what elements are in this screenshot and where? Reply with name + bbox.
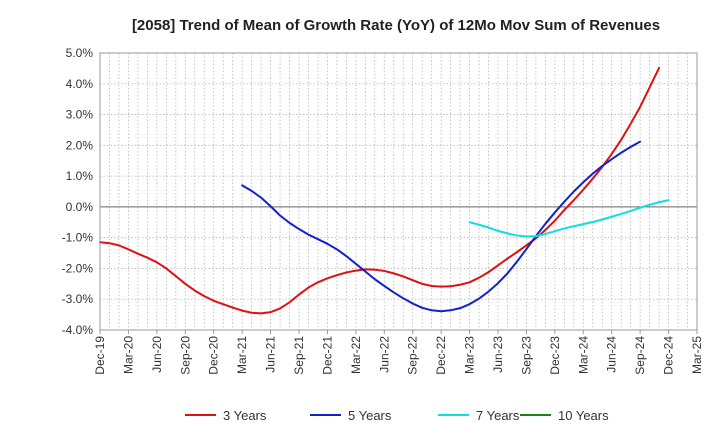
x-axis: Dec-19 Mar-20 Jun-20 Sep-20 Dec-20 Mar-21 Jun-… xyxy=(93,330,704,375)
x-tick-label: Mar-21 xyxy=(235,336,249,374)
grid xyxy=(100,52,697,331)
y-tick-label: 1.0% xyxy=(66,169,94,183)
series-lines xyxy=(99,66,670,315)
y-tick-label: -1.0% xyxy=(62,231,94,245)
x-tick-label: Sep-23 xyxy=(519,336,533,375)
y-tick-label: 5.0% xyxy=(66,46,94,60)
x-tick-label: Sep-24 xyxy=(633,336,647,375)
x-tick-label: Sep-21 xyxy=(292,336,306,375)
y-tick-label: 0.0% xyxy=(66,200,94,214)
x-tick-label: Dec-22 xyxy=(434,336,448,375)
legend-label: 10 Years xyxy=(558,408,609,423)
x-tick-label: Dec-24 xyxy=(662,336,676,375)
legend-item: 3 Years xyxy=(185,408,267,423)
x-tick-label: Jun-23 xyxy=(491,336,505,373)
legend-item: 7 Years xyxy=(438,408,520,423)
x-tick-label: Jun-21 xyxy=(264,336,278,373)
x-tick-label: Dec-20 xyxy=(207,336,221,375)
x-tick-label: Mar-20 xyxy=(121,336,135,374)
y-tick-label: -3.0% xyxy=(62,292,94,306)
legend-item: 5 Years xyxy=(310,408,392,423)
series-line-5-years xyxy=(241,140,642,313)
x-tick-label: Dec-23 xyxy=(548,336,562,375)
x-tick-label: Jun-22 xyxy=(377,336,391,373)
x-tick-label: Jun-24 xyxy=(605,336,619,373)
y-tick-label: 2.0% xyxy=(66,138,94,152)
x-tick-label: Jun-20 xyxy=(150,336,164,373)
legend-item: 10 Years xyxy=(520,408,609,423)
chart-title: [2058] Trend of Mean of Growth Rate (YoY… xyxy=(132,17,660,34)
x-tick-label: Mar-25 xyxy=(690,336,704,374)
x-tick-label: Mar-22 xyxy=(349,336,363,374)
x-tick-label: Sep-20 xyxy=(178,336,192,375)
legend-label: 7 Years xyxy=(476,408,520,423)
x-tick-label: Sep-22 xyxy=(406,336,420,375)
y-axis: 5.0% 4.0% 3.0% 2.0% 1.0% 0.0% -1.0% -2.0% -3.0% -… xyxy=(62,46,94,337)
y-tick-label: 4.0% xyxy=(66,77,94,91)
legend-label: 5 Years xyxy=(348,408,392,423)
x-tick-label: Dec-21 xyxy=(320,336,334,375)
x-tick-label: Mar-23 xyxy=(463,336,477,374)
y-tick-label: 3.0% xyxy=(66,108,94,122)
y-tick-label: -4.0% xyxy=(62,323,94,337)
legend-label: 3 Years xyxy=(223,408,267,423)
series-line-7-years xyxy=(468,199,670,238)
series-line-3-years xyxy=(99,66,661,315)
x-tick-label: Mar-24 xyxy=(576,336,590,374)
x-tick-label: Dec-19 xyxy=(93,336,107,375)
y-tick-label: -2.0% xyxy=(62,261,94,275)
legend: 3 Years 5 Years 7 Years 10 Years xyxy=(185,408,609,423)
plot-frame xyxy=(99,52,698,331)
